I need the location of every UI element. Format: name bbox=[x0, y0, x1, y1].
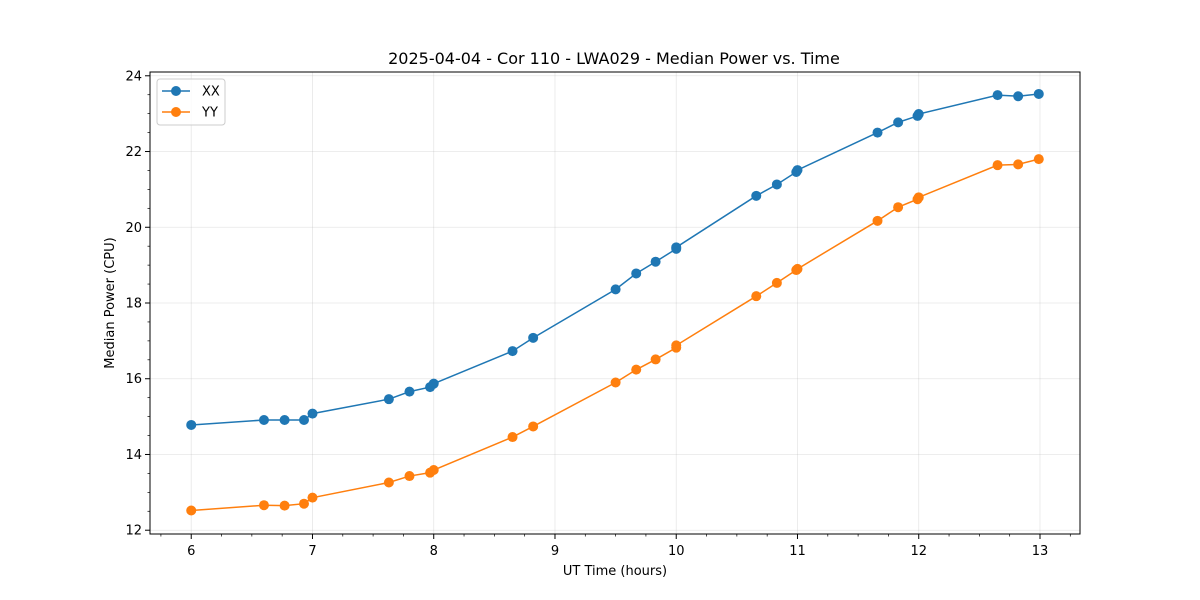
data-point-xx bbox=[893, 117, 904, 128]
data-point-xx bbox=[258, 415, 269, 426]
data-point-yy bbox=[307, 492, 318, 503]
data-point-xx bbox=[872, 127, 883, 138]
data-point-yy bbox=[751, 291, 762, 302]
x-tick-label: 6 bbox=[187, 544, 195, 559]
data-point-yy bbox=[671, 340, 682, 351]
y-tick-label: 14 bbox=[125, 448, 142, 463]
data-point-yy bbox=[258, 500, 269, 511]
x-tick-label: 11 bbox=[789, 544, 806, 559]
data-point-yy bbox=[186, 505, 197, 516]
y-tick-label: 20 bbox=[125, 221, 142, 236]
data-point-xx bbox=[383, 394, 394, 405]
data-point-xx bbox=[528, 332, 539, 343]
data-point-xx bbox=[610, 284, 621, 295]
data-point-yy bbox=[1033, 154, 1044, 165]
x-tick-label: 8 bbox=[430, 544, 438, 559]
x-tick-label: 10 bbox=[668, 544, 685, 559]
data-point-yy bbox=[631, 364, 642, 375]
x-axis-title: UT Time (hours) bbox=[563, 564, 667, 579]
data-point-yy bbox=[279, 500, 290, 511]
y-tick-label: 12 bbox=[125, 524, 142, 539]
data-point-yy bbox=[992, 160, 1003, 171]
y-tick-label: 18 bbox=[125, 297, 142, 312]
data-point-xx bbox=[751, 190, 762, 201]
y-tick-label: 24 bbox=[125, 69, 142, 84]
data-point-yy bbox=[771, 277, 782, 288]
data-point-yy bbox=[528, 421, 539, 432]
x-tick-label: 13 bbox=[1032, 544, 1049, 559]
data-point-yy bbox=[913, 192, 924, 203]
data-point-yy bbox=[872, 215, 883, 226]
y-tick-label: 22 bbox=[125, 145, 142, 160]
x-tick-label: 9 bbox=[551, 544, 559, 559]
data-point-yy bbox=[893, 202, 904, 213]
data-point-xx bbox=[992, 90, 1003, 101]
data-point-xx bbox=[404, 386, 415, 397]
data-point-xx bbox=[298, 415, 309, 426]
data-point-yy bbox=[428, 465, 439, 476]
legend-label-yy: YY bbox=[201, 106, 218, 121]
data-point-yy bbox=[298, 498, 309, 509]
data-point-xx bbox=[631, 268, 642, 279]
data-point-xx bbox=[1033, 88, 1044, 99]
data-point-xx bbox=[428, 378, 439, 389]
legend-marker-xx bbox=[171, 86, 181, 96]
data-point-yy bbox=[1013, 159, 1024, 170]
legend-label-xx: XX bbox=[202, 85, 220, 100]
data-point-xx bbox=[913, 109, 924, 120]
data-point-yy bbox=[404, 471, 415, 482]
axes: 6 7 8 9 10 11 12 13 12 14 16 18 20 22 24 bbox=[125, 69, 1071, 559]
legend-marker-yy bbox=[171, 107, 181, 117]
data-point-yy bbox=[792, 263, 803, 274]
legend: XX YY bbox=[156, 78, 226, 126]
data-point-xx bbox=[186, 419, 197, 430]
data-point-xx bbox=[279, 415, 290, 426]
data-point-xx bbox=[1013, 91, 1024, 102]
data-point-xx bbox=[507, 346, 518, 357]
data-point-yy bbox=[650, 354, 661, 365]
data-point-xx bbox=[792, 165, 803, 176]
data-point-xx bbox=[650, 256, 661, 267]
x-tick-label: 12 bbox=[910, 544, 927, 559]
data-point-xx bbox=[771, 179, 782, 190]
series-layer bbox=[186, 88, 1044, 516]
y-axis-title: Median Power (CPU) bbox=[103, 237, 118, 368]
x-tick-label: 7 bbox=[308, 544, 316, 559]
y-tick-label: 16 bbox=[125, 372, 142, 387]
data-point-yy bbox=[507, 432, 518, 443]
data-point-xx bbox=[307, 408, 318, 419]
chart-title: 2025-04-04 - Cor 110 - LWA029 - Median P… bbox=[388, 49, 840, 68]
data-point-xx bbox=[671, 242, 682, 253]
data-point-yy bbox=[383, 477, 394, 488]
data-point-yy bbox=[610, 377, 621, 388]
